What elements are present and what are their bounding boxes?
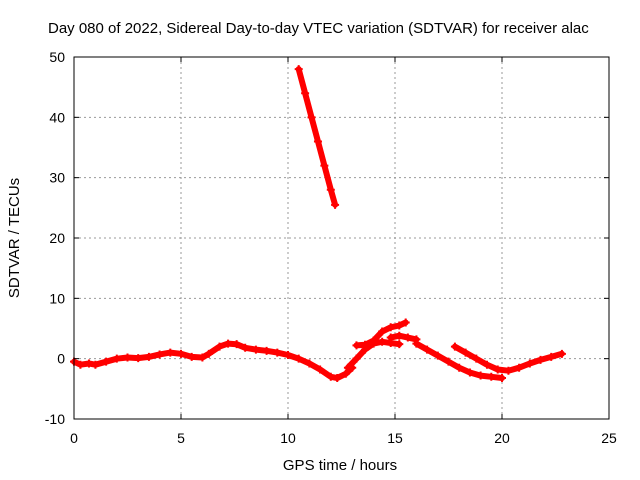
data-point: [215, 342, 224, 351]
data-point: [361, 340, 370, 349]
data-point: [326, 372, 335, 381]
data-point: [493, 365, 502, 374]
series-line-arc-5: [387, 332, 420, 343]
data-point: [273, 348, 282, 357]
data-point: [352, 341, 361, 350]
x-tick-label: 20: [494, 430, 510, 446]
data-point: [352, 354, 361, 363]
data-point: [102, 357, 111, 366]
data-point: [241, 343, 250, 352]
x-tick-label: 0: [70, 430, 78, 446]
axis-ticks: 0 5 10 15 20 25 -10 0 10 20 30 40 50: [45, 49, 617, 446]
data-point: [386, 323, 395, 332]
data-point: [450, 342, 459, 351]
data-point: [204, 349, 213, 358]
data-point: [403, 333, 412, 342]
data-point: [166, 348, 175, 357]
y-tick-label: 50: [49, 49, 65, 65]
data-point: [557, 349, 566, 358]
data-point: [177, 349, 185, 358]
data-point: [369, 336, 378, 345]
data-point: [232, 340, 241, 349]
data-point: [536, 355, 545, 364]
data-point: [483, 360, 492, 369]
data-point: [386, 333, 395, 342]
grid: [74, 57, 609, 419]
data-point: [504, 366, 513, 375]
data-point: [155, 350, 164, 359]
data-point: [91, 360, 100, 369]
data-point: [423, 345, 432, 354]
data-point: [401, 318, 410, 327]
data-point: [455, 363, 464, 372]
data-point: [444, 357, 453, 366]
y-tick-label: 20: [49, 230, 65, 246]
data-point: [433, 351, 442, 360]
y-tick-label: 40: [49, 109, 65, 125]
data-point: [326, 185, 335, 194]
data-point: [301, 89, 310, 98]
data-point: [76, 360, 85, 369]
y-tick-label: -10: [45, 411, 65, 427]
data-point: [316, 365, 325, 374]
series-line-arc-1: [71, 340, 356, 381]
data-point: [476, 371, 485, 380]
data-point: [123, 353, 132, 362]
x-tick-label: 15: [387, 430, 403, 446]
x-axis-label: GPS time / hours: [283, 457, 397, 474]
data-point: [307, 113, 316, 122]
x-tick-label: 10: [280, 430, 296, 446]
data-point: [284, 351, 292, 360]
data-point: [465, 368, 474, 377]
data-point: [144, 352, 153, 361]
data-point: [395, 340, 404, 349]
data-series: [70, 65, 566, 382]
data-point: [251, 345, 260, 354]
chart-title: Day 080 of 2022, Sidereal Day-to-day VTE…: [48, 20, 589, 37]
data-point: [515, 363, 524, 372]
x-tick-label: 5: [177, 430, 185, 446]
data-point: [294, 65, 303, 74]
data-point: [378, 337, 387, 346]
data-point: [320, 161, 329, 170]
data-point: [333, 373, 342, 382]
data-point: [472, 354, 481, 363]
data-point: [313, 137, 322, 146]
data-point: [547, 352, 556, 361]
data-point: [525, 359, 534, 368]
data-point: [112, 354, 121, 363]
data-point: [341, 369, 350, 378]
y-tick-label: 30: [49, 170, 65, 186]
data-point: [395, 321, 404, 330]
data-point: [412, 339, 421, 348]
data-point: [498, 373, 506, 382]
data-point: [461, 348, 470, 357]
data-point: [187, 352, 196, 361]
data-point: [84, 359, 93, 368]
data-point: [331, 200, 340, 209]
y-tick-label: 0: [57, 351, 65, 367]
y-axis-label: SDTVAR / TECUs: [6, 178, 23, 298]
data-point: [395, 331, 404, 340]
data-point: [378, 327, 387, 336]
data-point: [487, 372, 496, 381]
data-point: [294, 354, 303, 363]
y-tick-label: 10: [49, 290, 65, 306]
data-point: [262, 346, 271, 355]
data-point: [198, 353, 207, 362]
data-point: [343, 363, 352, 372]
data-point: [305, 359, 314, 368]
data-point: [224, 339, 233, 348]
data-point: [134, 354, 143, 363]
x-tick-label: 25: [601, 430, 617, 446]
